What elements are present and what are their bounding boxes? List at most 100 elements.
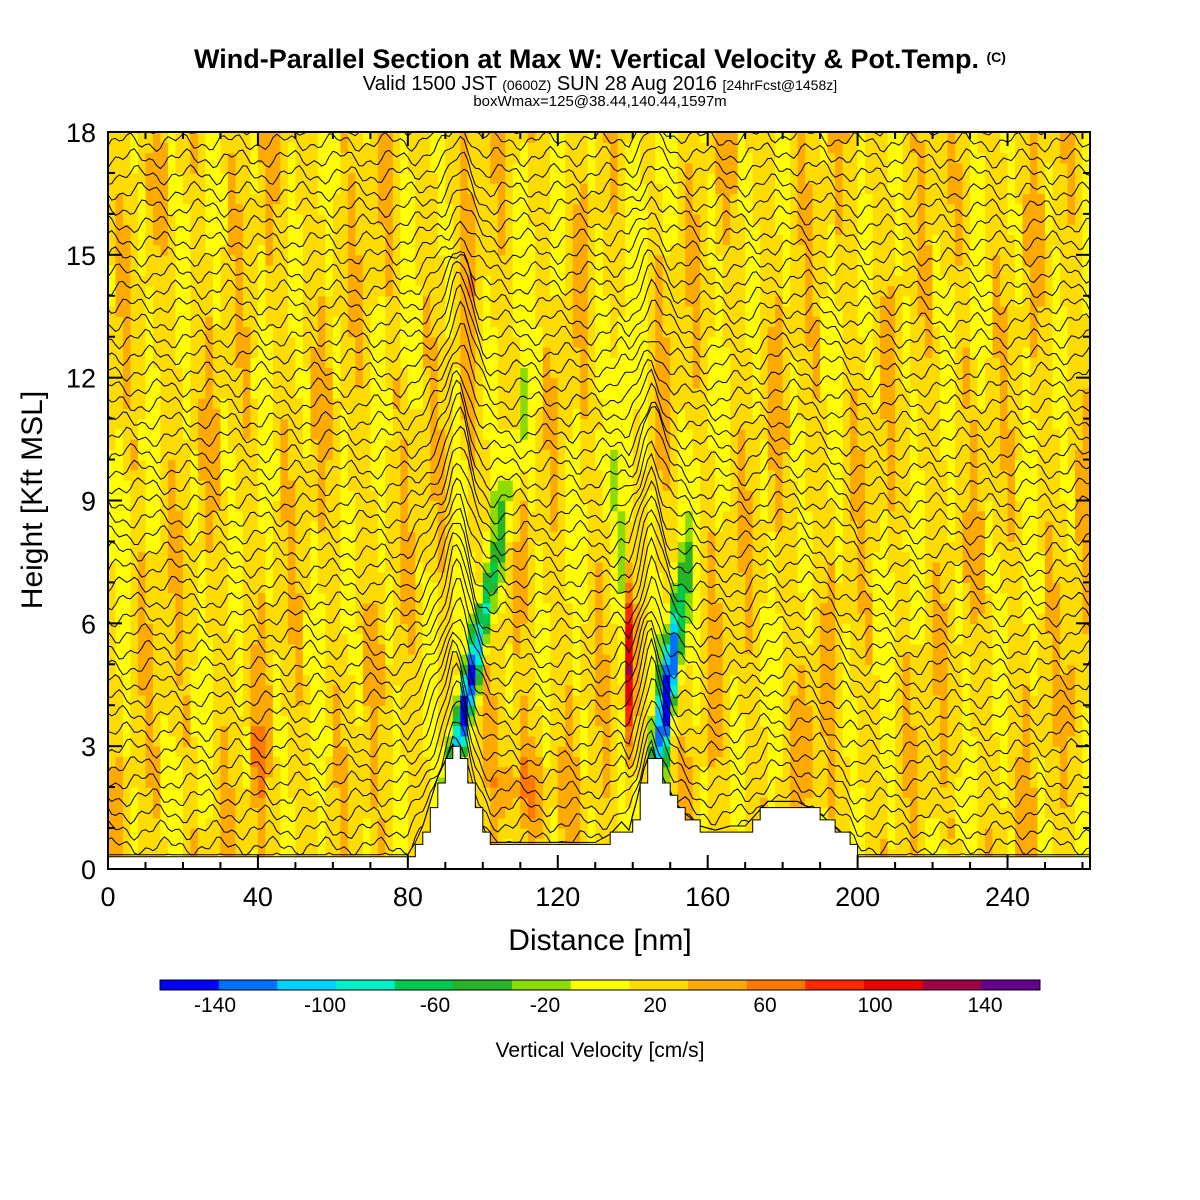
velocity-cell xyxy=(497,838,506,850)
velocity-cell xyxy=(145,346,154,358)
velocity-cell xyxy=(392,725,401,737)
velocity-cell xyxy=(482,377,491,389)
velocity-cell xyxy=(235,807,244,819)
velocity-cell xyxy=(445,213,454,225)
velocity-cell xyxy=(520,654,529,665)
velocity-cell xyxy=(415,357,424,369)
velocity-cell xyxy=(115,183,124,195)
velocity-cell xyxy=(160,592,169,604)
velocity-cell xyxy=(272,224,282,235)
velocity-cell xyxy=(362,439,371,450)
velocity-cell xyxy=(227,838,237,850)
velocity-cell xyxy=(602,234,611,246)
velocity-cell xyxy=(415,520,424,532)
velocity-cell xyxy=(310,193,319,205)
velocity-cell xyxy=(302,162,311,174)
velocity-cell xyxy=(512,132,521,143)
velocity-cell xyxy=(152,152,162,164)
velocity-cell xyxy=(197,326,207,338)
velocity-cell xyxy=(197,674,207,686)
velocity-cell xyxy=(265,643,274,655)
velocity-cell xyxy=(167,684,177,696)
velocity-cell xyxy=(190,500,199,512)
velocity-cell xyxy=(490,613,499,624)
velocity-cell xyxy=(212,756,222,768)
velocity-cell xyxy=(332,326,341,338)
velocity-cell xyxy=(265,387,274,399)
velocity-cell xyxy=(557,367,566,379)
velocity-cell xyxy=(272,346,282,358)
velocity-cell xyxy=(257,633,267,645)
velocity-cell xyxy=(445,531,454,543)
velocity-cell xyxy=(400,398,409,409)
velocity-cell xyxy=(205,224,214,235)
velocity-cell xyxy=(355,336,364,348)
velocity-cell xyxy=(167,459,177,471)
velocity-cell xyxy=(377,439,386,450)
velocity-cell xyxy=(137,162,147,174)
velocity-cell xyxy=(108,428,117,440)
velocity-cell xyxy=(362,797,371,809)
velocity-cell xyxy=(512,633,521,645)
velocity-cell xyxy=(617,572,626,583)
velocity-cell xyxy=(332,664,341,676)
velocity-cell xyxy=(145,377,154,389)
velocity-cell xyxy=(572,449,581,461)
velocity-cell xyxy=(190,572,199,583)
velocity-cell xyxy=(130,633,139,645)
velocity-cell xyxy=(572,234,581,246)
velocity-cell xyxy=(437,367,446,379)
velocity-cell xyxy=(565,152,574,164)
velocity-cell xyxy=(310,459,319,471)
velocity-cell xyxy=(287,776,297,788)
velocity-cell xyxy=(332,787,341,798)
velocity-cell xyxy=(130,705,139,717)
velocity-cell xyxy=(250,633,259,645)
velocity-cell xyxy=(392,152,401,164)
velocity-cell xyxy=(272,183,282,195)
velocity-cell xyxy=(550,367,559,379)
velocity-cell xyxy=(152,725,162,737)
velocity-cell xyxy=(475,684,484,696)
velocity-cell xyxy=(542,203,551,215)
velocity-cell xyxy=(250,613,259,624)
velocity-cell xyxy=(550,346,559,358)
velocity-cell xyxy=(340,213,349,225)
velocity-cell xyxy=(430,254,439,266)
velocity-cell xyxy=(392,838,401,850)
velocity-cell xyxy=(520,295,529,307)
velocity-cell xyxy=(370,848,379,860)
velocity-cell xyxy=(242,275,252,287)
velocity-cell xyxy=(587,418,596,430)
velocity-cell xyxy=(617,776,626,788)
velocity-cell xyxy=(580,510,589,522)
velocity-cell xyxy=(490,428,499,440)
velocity-cell xyxy=(520,674,529,686)
velocity-cell xyxy=(355,377,364,389)
velocity-cell xyxy=(572,654,581,665)
velocity-cell xyxy=(265,162,274,174)
velocity-cell xyxy=(160,561,169,573)
velocity-cell xyxy=(460,224,469,235)
velocity-cell xyxy=(250,694,259,706)
velocity-cell xyxy=(175,193,184,205)
velocity-cell xyxy=(205,797,214,809)
velocity-cell xyxy=(385,694,394,706)
velocity-cell xyxy=(602,531,611,543)
velocity-cell xyxy=(512,183,521,195)
velocity-cell xyxy=(482,418,491,430)
velocity-cell xyxy=(115,387,124,399)
velocity-cell xyxy=(460,377,469,389)
velocity-cell xyxy=(580,572,589,583)
velocity-cell xyxy=(242,592,252,604)
velocity-cell xyxy=(108,316,117,328)
velocity-cell xyxy=(287,520,297,532)
velocity-cell xyxy=(115,674,124,686)
velocity-cell xyxy=(550,172,559,184)
velocity-cell xyxy=(565,244,574,256)
velocity-cell xyxy=(437,602,446,614)
velocity-cell xyxy=(362,541,371,553)
velocity-cell xyxy=(108,592,117,604)
velocity-cell xyxy=(160,848,169,860)
velocity-cell xyxy=(332,244,341,256)
